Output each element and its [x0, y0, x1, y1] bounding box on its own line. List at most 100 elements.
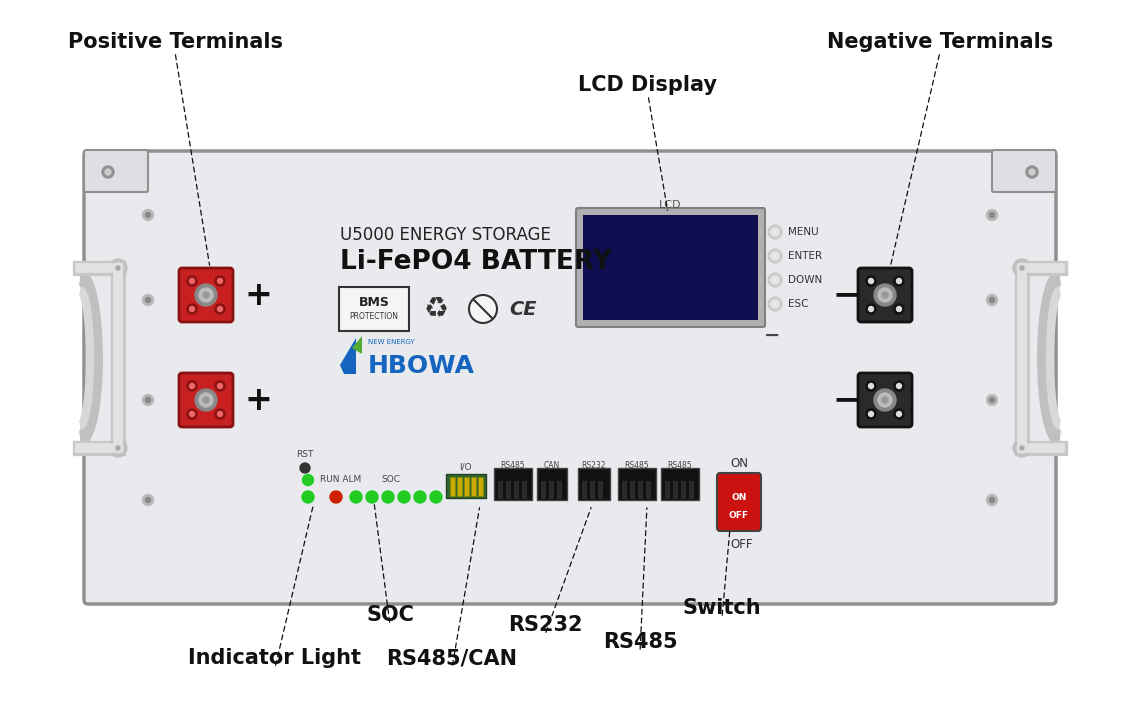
Circle shape — [990, 498, 994, 503]
Bar — [549, 481, 554, 499]
Circle shape — [101, 166, 114, 178]
Circle shape — [990, 297, 994, 302]
Text: BMS: BMS — [359, 295, 390, 308]
Circle shape — [469, 295, 497, 323]
Circle shape — [218, 307, 222, 312]
Circle shape — [105, 169, 111, 175]
Circle shape — [195, 389, 217, 411]
Circle shape — [896, 279, 902, 284]
Circle shape — [146, 397, 150, 402]
Text: PROTECTION: PROTECTION — [350, 312, 399, 320]
Text: RS485: RS485 — [668, 461, 692, 469]
Circle shape — [869, 307, 873, 312]
FancyBboxPatch shape — [992, 150, 1056, 192]
Circle shape — [1013, 439, 1031, 457]
FancyBboxPatch shape — [84, 151, 1056, 604]
Circle shape — [882, 397, 888, 403]
Text: ON: ON — [732, 493, 747, 503]
Circle shape — [187, 381, 197, 391]
FancyBboxPatch shape — [179, 268, 233, 322]
Text: I/O: I/O — [458, 462, 471, 472]
Circle shape — [302, 474, 314, 485]
Circle shape — [768, 249, 782, 263]
Text: ESC: ESC — [788, 299, 808, 309]
Circle shape — [146, 498, 150, 503]
Text: CAN: CAN — [544, 461, 560, 469]
Text: DOWN: DOWN — [788, 275, 822, 285]
Circle shape — [1020, 266, 1024, 270]
Circle shape — [771, 252, 779, 260]
Circle shape — [878, 393, 891, 407]
Circle shape — [866, 276, 876, 286]
Bar — [689, 481, 694, 499]
Circle shape — [203, 292, 209, 298]
Circle shape — [366, 491, 378, 503]
Bar — [471, 477, 477, 496]
Text: RS485/CAN: RS485/CAN — [386, 648, 518, 668]
Text: RS232: RS232 — [507, 615, 583, 635]
Circle shape — [990, 212, 994, 217]
Circle shape — [986, 395, 998, 405]
Circle shape — [398, 491, 410, 503]
Circle shape — [866, 304, 876, 314]
Circle shape — [189, 307, 195, 312]
Circle shape — [113, 263, 123, 273]
Circle shape — [215, 381, 225, 391]
Circle shape — [1013, 259, 1031, 277]
Bar — [598, 481, 603, 499]
Circle shape — [882, 292, 888, 298]
Bar — [450, 477, 455, 496]
Circle shape — [866, 381, 876, 391]
Text: Positive Terminals: Positive Terminals — [67, 32, 283, 52]
Bar — [578, 468, 610, 500]
Circle shape — [113, 443, 123, 453]
Text: RST: RST — [296, 449, 314, 459]
Circle shape — [771, 228, 779, 236]
Circle shape — [200, 288, 213, 302]
Circle shape — [142, 495, 154, 505]
Text: LCD Display: LCD Display — [578, 75, 717, 95]
Bar — [583, 481, 587, 499]
Circle shape — [771, 276, 779, 284]
Bar — [537, 468, 567, 500]
FancyBboxPatch shape — [717, 473, 762, 531]
Circle shape — [869, 279, 873, 284]
Circle shape — [896, 412, 902, 416]
Circle shape — [1029, 169, 1035, 175]
Circle shape — [329, 491, 342, 503]
Text: RS485: RS485 — [625, 461, 650, 469]
Text: RS485: RS485 — [603, 632, 677, 652]
Text: RS485: RS485 — [500, 461, 526, 469]
Circle shape — [142, 294, 154, 305]
Bar — [591, 481, 595, 499]
Bar — [583, 215, 758, 320]
Text: OFF: OFF — [728, 510, 749, 520]
Text: ON: ON — [730, 456, 748, 469]
Text: ♻: ♻ — [424, 295, 448, 323]
Text: CE: CE — [510, 300, 537, 318]
Text: NEW ENERGY: NEW ENERGY — [368, 339, 415, 345]
Circle shape — [215, 304, 225, 314]
Circle shape — [187, 409, 197, 419]
Text: RUN ALM: RUN ALM — [320, 475, 361, 485]
FancyBboxPatch shape — [179, 373, 233, 427]
Circle shape — [116, 266, 120, 270]
Circle shape — [1026, 166, 1039, 178]
Bar — [646, 481, 651, 499]
Circle shape — [215, 276, 225, 286]
Bar — [494, 468, 532, 500]
Circle shape — [430, 491, 442, 503]
Circle shape — [896, 384, 902, 389]
Bar — [514, 481, 519, 499]
Circle shape — [300, 463, 310, 473]
Circle shape — [894, 304, 904, 314]
Circle shape — [215, 409, 225, 419]
Polygon shape — [352, 336, 363, 354]
Bar — [630, 481, 635, 499]
Polygon shape — [340, 338, 356, 374]
FancyBboxPatch shape — [446, 474, 486, 498]
Bar — [506, 481, 511, 499]
Bar — [464, 477, 469, 496]
Text: LCD: LCD — [659, 200, 682, 210]
Bar — [522, 481, 527, 499]
